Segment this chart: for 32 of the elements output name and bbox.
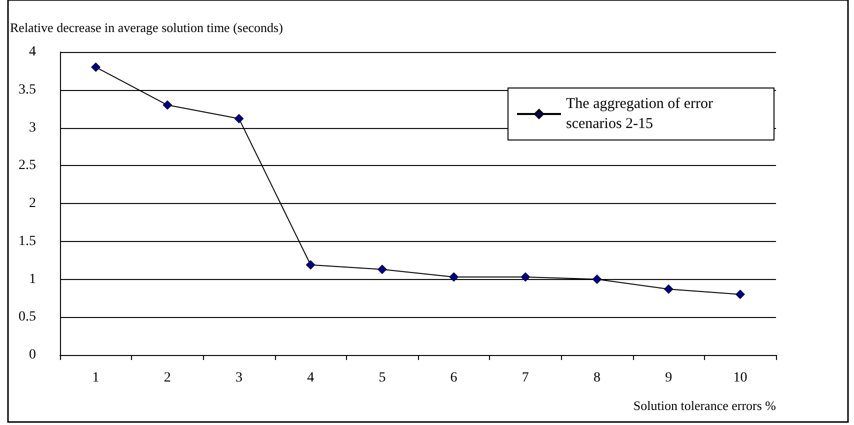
y-tick-label: 3.5 (18, 82, 36, 98)
x-tick-label: 9 (665, 370, 672, 386)
x-tick-label: 1 (92, 370, 100, 386)
x-axis-title: Solution tolerance errors % (633, 398, 776, 413)
x-tick-label: 2 (164, 370, 171, 386)
y-tick-label: 3 (29, 120, 36, 136)
x-tick-label: 7 (522, 370, 529, 386)
y-tick-label: 2.5 (18, 158, 36, 174)
legend-label: The aggregation of error scenarios 2-15 (566, 96, 717, 132)
x-tick-label: 5 (378, 370, 386, 386)
x-tick-label: 3 (236, 370, 242, 386)
point (735, 290, 745, 300)
y-axis-title: Relative decrease in average solution time (seconds) (10, 20, 283, 35)
point (449, 272, 459, 282)
y-tick-label: 0.5 (18, 310, 36, 325)
x-tick-label: 4 (307, 370, 314, 386)
point (520, 272, 530, 282)
point (91, 62, 101, 72)
y-tick-label: 0 (29, 348, 36, 362)
y-tick-label: 1 (29, 272, 36, 287)
y-tick-label: 1.5 (18, 234, 36, 249)
point (306, 260, 316, 270)
x-tick-label: 6 (450, 370, 458, 386)
x-tick-label: 10 (733, 370, 748, 386)
point (162, 100, 172, 110)
point (234, 114, 244, 124)
y-tick-label: 4 (29, 44, 36, 60)
y-tick-label: 2 (29, 196, 36, 211)
point (377, 264, 387, 274)
x-tick-label: 8 (594, 370, 600, 386)
point (592, 274, 602, 284)
point (664, 284, 674, 294)
